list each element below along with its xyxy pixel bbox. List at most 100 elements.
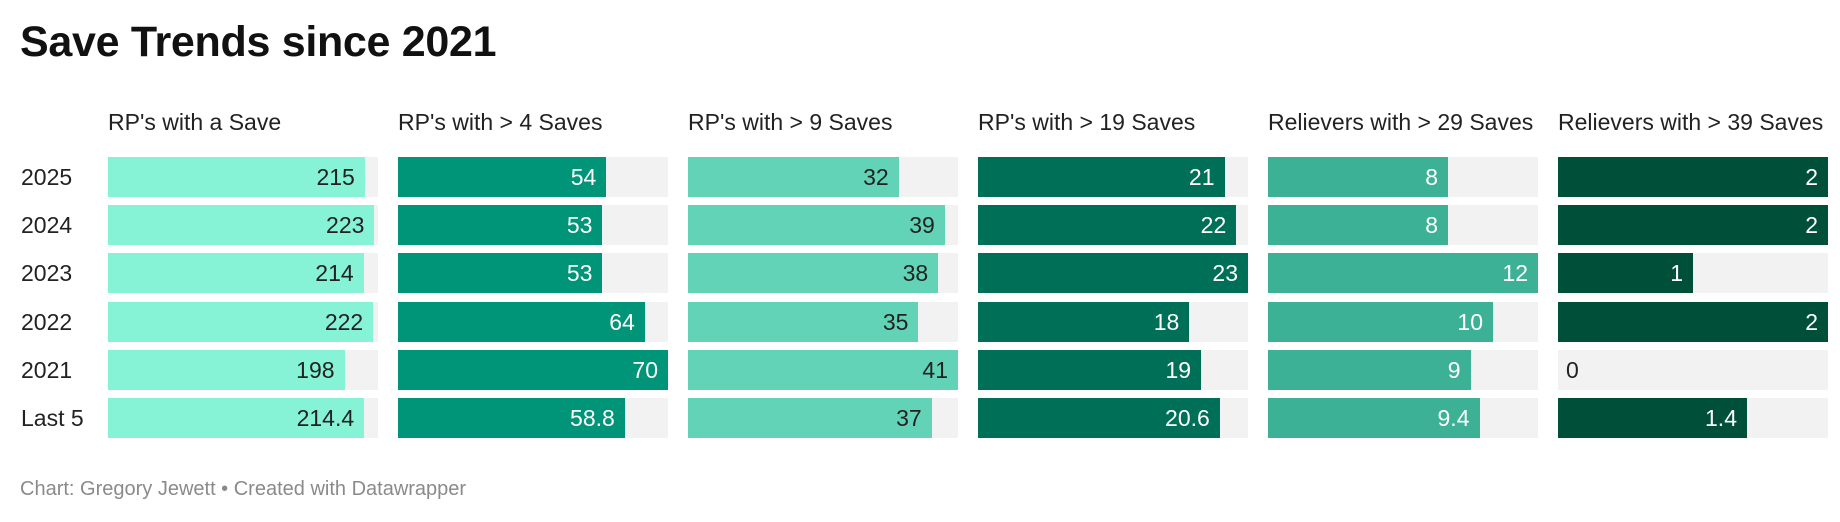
bar-rp-s-with-a-save-2021 <box>108 349 345 390</box>
bar-track: 8 <box>1268 205 1538 246</box>
bar-value-label: 12 <box>1502 260 1528 287</box>
bar-track: 1 <box>1558 253 1828 294</box>
bar-rp-s-with-19-saves-2024 <box>978 205 1237 246</box>
bar-relievers-with-39-saves-2022 <box>1558 301 1828 342</box>
bar-value-label: 64 <box>609 308 635 335</box>
bar-track: 8 <box>1268 157 1538 197</box>
bar-value-label: 222 <box>324 308 364 335</box>
bar-track: 23 <box>978 253 1248 294</box>
bar-rp-s-with-4-saves-2025 <box>398 157 607 197</box>
bar-track: 38 <box>688 253 958 294</box>
bar-track: 2 <box>1558 301 1828 342</box>
bar-relievers-with-29-saves-2022 <box>1268 301 1493 342</box>
bar-value-label: 1.4 <box>1705 405 1737 431</box>
bar-value-label: 2 <box>1805 308 1818 335</box>
bar-value-label: 18 <box>1153 308 1180 335</box>
bar-track: 2 <box>1558 157 1828 197</box>
bar-value-label: 21 <box>1188 164 1215 190</box>
bar-rp-s-with-9-saves-2023 <box>688 253 939 294</box>
bar-value-label: 41 <box>922 356 948 383</box>
row-label-2023: 2023 <box>21 260 73 287</box>
chart-title: Save Trends since 2021 <box>20 18 497 66</box>
bar-track: 9 <box>1268 349 1538 390</box>
bar-track: 0 <box>1558 349 1828 390</box>
bar-value-label: 58.8 <box>570 405 615 431</box>
bar-track: 19 <box>978 349 1248 390</box>
column-header-relievers-with-29-saves: Relievers with > 29 Saves <box>1268 109 1534 135</box>
bar-track: 35 <box>688 301 958 342</box>
bar-rp-s-with-a-save-2023 <box>108 253 364 294</box>
bar-value-label: 39 <box>909 212 935 239</box>
bar-value-label: 214 <box>315 260 354 287</box>
bar-value-label: 1 <box>1670 260 1683 287</box>
bar-value-label: 2 <box>1805 164 1818 190</box>
bar-track: 22 <box>978 205 1248 246</box>
bar-track: 21 <box>978 157 1248 197</box>
bar-value-label: 9.4 <box>1437 405 1470 431</box>
bar-value-label: 9 <box>1447 356 1461 383</box>
bar-value-label: 0 <box>1566 356 1579 383</box>
bar-rp-s-with-4-saves-2021 <box>398 349 668 390</box>
column-header-rp-s-with-19-saves: RP's with > 19 Saves <box>978 109 1196 135</box>
bar-rp-s-with-19-saves-2021 <box>978 349 1202 390</box>
bar-rp-s-with-19-saves-2025 <box>978 157 1225 197</box>
bar-track: 198 <box>108 349 378 390</box>
bar-track: 53 <box>398 205 668 246</box>
bar-value-label: 54 <box>570 164 597 190</box>
bar-relievers-with-29-saves-2024 <box>1268 205 1448 246</box>
bar-value-label: 32 <box>863 164 889 190</box>
bar-track: 223 <box>108 205 378 246</box>
bar-rp-s-with-9-saves-last-5 <box>688 398 932 438</box>
bar-relievers-with-39-saves-2024 <box>1558 205 1828 246</box>
bar-relievers-with-39-saves-2023 <box>1558 253 1693 294</box>
bar-track: 37 <box>688 398 958 438</box>
column-header-rp-s-with-9-saves: RP's with > 9 Saves <box>688 109 893 135</box>
bar-rp-s-with-a-save-last-5 <box>108 398 365 438</box>
bar-track: 54 <box>398 157 668 197</box>
bar-rp-s-with-9-saves-2022 <box>688 301 919 342</box>
column-header-rp-s-with-a-save: RP's with a Save <box>108 109 282 135</box>
bar-value-label: 53 <box>566 260 593 287</box>
bar-track: 1.4 <box>1558 398 1828 438</box>
bar-value-label: 20.6 <box>1165 405 1210 431</box>
bar-rp-s-with-4-saves-2023 <box>398 253 603 294</box>
bar-track: 9.4 <box>1268 398 1538 438</box>
bar-value-label: 215 <box>316 164 355 190</box>
bar-value-label: 23 <box>1212 260 1238 287</box>
bar-value-label: 70 <box>632 356 658 383</box>
bar-value-label: 53 <box>566 212 593 239</box>
bar-value-label: 8 <box>1425 164 1438 190</box>
bar-rp-s-with-9-saves-2024 <box>688 205 945 246</box>
bar-track: 2 <box>1558 205 1828 246</box>
bar-track: 53 <box>398 253 668 294</box>
bar-rp-s-with-19-saves-2023 <box>978 253 1248 294</box>
bar-track: 70 <box>398 349 668 390</box>
bar-value-label: 22 <box>1200 212 1227 239</box>
bar-value-label: 10 <box>1457 308 1483 335</box>
bar-track: 32 <box>688 157 958 197</box>
bar-track: 215 <box>108 157 378 197</box>
bar-value-label: 19 <box>1165 356 1192 383</box>
chart-footer: Chart: Gregory Jewett • Created with Dat… <box>20 478 467 500</box>
bar-track: 12 <box>1268 253 1538 294</box>
bar-value-label: 38 <box>902 260 929 287</box>
bar-track: 58.8 <box>398 398 668 438</box>
bar-track: 18 <box>978 301 1248 342</box>
bar-rp-s-with-a-save-2025 <box>108 157 365 197</box>
bar-track: 214.4 <box>108 398 378 438</box>
column-header-relievers-with-39-saves: Relievers with > 39 Saves <box>1558 109 1824 135</box>
bar-track: 39 <box>688 205 958 246</box>
bar-value-label: 8 <box>1425 212 1438 239</box>
bar-rp-s-with-19-saves-last-5 <box>978 398 1220 438</box>
bar-rp-s-with-4-saves-2022 <box>398 301 645 342</box>
bar-track: 10 <box>1268 301 1538 342</box>
row-label-last-5: Last 5 <box>21 405 84 431</box>
row-label-2022: 2022 <box>21 308 73 335</box>
bar-relievers-with-29-saves-2021 <box>1268 349 1471 390</box>
bar-rp-s-with-a-save-2024 <box>108 205 375 246</box>
bar-rp-s-with-4-saves-last-5 <box>398 398 625 438</box>
bar-rp-s-with-4-saves-2024 <box>398 205 603 246</box>
bar-rp-s-with-19-saves-2022 <box>978 301 1190 342</box>
bar-value-label: 2 <box>1805 212 1818 239</box>
bar-track: 20.6 <box>978 398 1248 438</box>
